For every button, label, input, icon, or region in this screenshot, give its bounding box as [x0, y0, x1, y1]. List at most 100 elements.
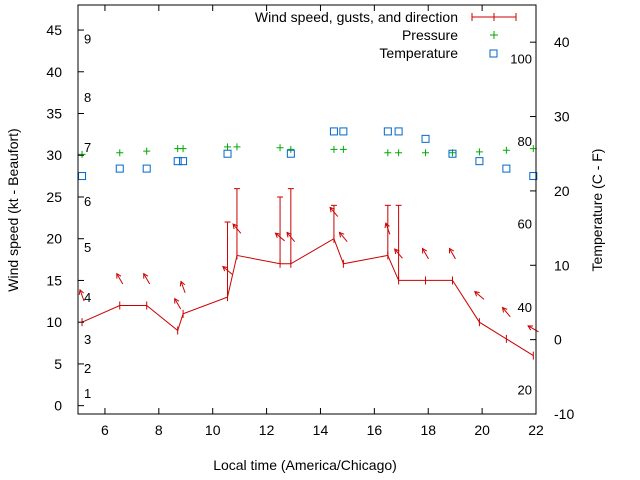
pressure-point — [179, 145, 187, 153]
wind-direction-arrowhead — [116, 272, 122, 279]
y-tick-label-right: 0 — [554, 332, 562, 348]
axis-layer: 6 8 10 12 14 16 18 20 22051015202530354045-10010… — [46, 5, 574, 438]
legend-label-pressure: Pressure — [402, 27, 458, 43]
legend-swatch-temperature — [489, 49, 498, 58]
temperature-point — [329, 127, 338, 136]
y-tick-label-left: 20 — [46, 231, 62, 247]
y-axis-title-left: Wind speed (kt - Beaufort) — [5, 128, 21, 291]
x-tick-label: 14 — [313, 422, 329, 438]
wind-direction-arrow — [286, 232, 296, 242]
y-tick-label-left: 0 — [54, 398, 62, 414]
plot-frame — [77, 4, 537, 415]
temperature-point — [383, 127, 392, 136]
y-tick-label-left: 5 — [54, 356, 62, 372]
x-tick-label: 16 — [367, 422, 383, 438]
x-tick-label: 22 — [528, 422, 544, 438]
pressure-point — [116, 149, 124, 157]
wind-direction-arrowhead — [329, 206, 335, 213]
y-tick-label-left: 15 — [46, 272, 62, 288]
temperature-point — [78, 172, 87, 181]
fahrenheit-label: 60 — [518, 217, 532, 232]
fahrenheit-label: 80 — [518, 134, 532, 149]
pressure-point — [143, 147, 151, 155]
wind-direction-arrow — [232, 223, 242, 234]
wind-direction-arrow — [527, 325, 539, 333]
wind-direction-arrowhead — [527, 325, 534, 331]
x-tick-label: 12 — [259, 422, 275, 438]
temperature-point — [339, 127, 348, 136]
y-tick-label-right: 40 — [554, 34, 570, 50]
beaufort-label: 7 — [84, 140, 91, 155]
wind-direction-arrowhead — [421, 247, 428, 254]
wind-direction-arrow — [180, 281, 186, 293]
temperature-point — [475, 157, 484, 166]
legend-label-temperature: Temperature — [379, 45, 458, 61]
wind-direction-arrow — [143, 273, 151, 285]
plot-layer — [78, 127, 539, 360]
temperature-point — [142, 164, 151, 173]
pressure-point — [233, 143, 241, 151]
wind-direction-arrow — [385, 222, 391, 235]
wind-direction-arrowhead — [384, 222, 390, 229]
beaufort-label: 9 — [84, 31, 91, 46]
y-tick-label-right: 30 — [554, 109, 570, 125]
legend-swatch-pressure — [490, 31, 498, 39]
temperature-point — [448, 149, 457, 158]
beaufort-label: 5 — [84, 240, 91, 255]
wind-speed-line — [81, 237, 534, 357]
wind-direction-arrowhead — [232, 223, 238, 230]
legend-label-wind: Wind speed, gusts, and direction — [255, 9, 458, 25]
y-tick-label-right: -10 — [554, 406, 574, 422]
wind-direction-arrow — [174, 298, 182, 310]
temperature-point — [173, 157, 182, 166]
pressure-point — [339, 145, 347, 153]
wind-direction-arrowhead — [394, 248, 400, 255]
fahrenheit-label: 40 — [518, 300, 532, 315]
y-tick-label-left: 10 — [46, 314, 62, 330]
beaufort-label: 1 — [84, 386, 91, 401]
wind-direction-arrow — [394, 248, 403, 259]
wind-direction-arrow — [449, 248, 456, 260]
pressure-point — [224, 143, 232, 151]
temperature-point — [421, 134, 430, 143]
y-tick-label-right: 20 — [554, 183, 570, 199]
y-axis-title-right: Temperature (C - F) — [589, 149, 605, 272]
y-tick-label-left: 30 — [46, 147, 62, 163]
y-tick-label-left: 45 — [46, 22, 62, 38]
beaufort-label: 3 — [84, 332, 91, 347]
fahrenheit-label: 20 — [518, 382, 532, 397]
x-tick-label: 20 — [474, 422, 490, 438]
x-tick-label: 8 — [155, 422, 163, 438]
wind-direction-arrowhead — [274, 232, 281, 238]
wind-direction-arrow — [474, 291, 485, 300]
pressure-point — [395, 149, 403, 157]
temperature-point — [286, 149, 295, 158]
legend: Wind speed, gusts, and direction Pressur… — [255, 9, 517, 61]
pressure-point — [384, 149, 392, 157]
wind-direction-arrowhead — [222, 265, 228, 272]
temperature-point — [179, 157, 188, 166]
wind-direction-arrowhead — [78, 288, 85, 295]
wind-direction-arrow — [116, 273, 124, 285]
pressure-point — [330, 145, 338, 153]
wind-direction-arrowhead — [174, 297, 180, 304]
wind-direction-arrow — [79, 289, 85, 302]
wind-direction-arrowhead — [501, 306, 508, 313]
pressure-point — [502, 146, 510, 154]
beaufort-label: 4 — [84, 290, 91, 305]
pressure-point — [422, 149, 430, 157]
wind-direction-arrowhead — [143, 272, 149, 279]
wind-direction-arrowhead — [179, 280, 186, 287]
x-axis-title: Local time (America/Chicago) — [213, 457, 397, 473]
x-tick-label: 6 — [101, 422, 109, 438]
beaufort-label: 2 — [84, 361, 91, 376]
x-tick-label: 10 — [205, 422, 221, 438]
beaufort-label: 6 — [84, 194, 91, 209]
pressure-point — [276, 144, 284, 152]
temperature-point — [115, 164, 124, 173]
wind-direction-arrow — [422, 248, 429, 260]
temperature-point — [529, 172, 538, 181]
fahrenheit-label: 100 — [510, 52, 532, 67]
